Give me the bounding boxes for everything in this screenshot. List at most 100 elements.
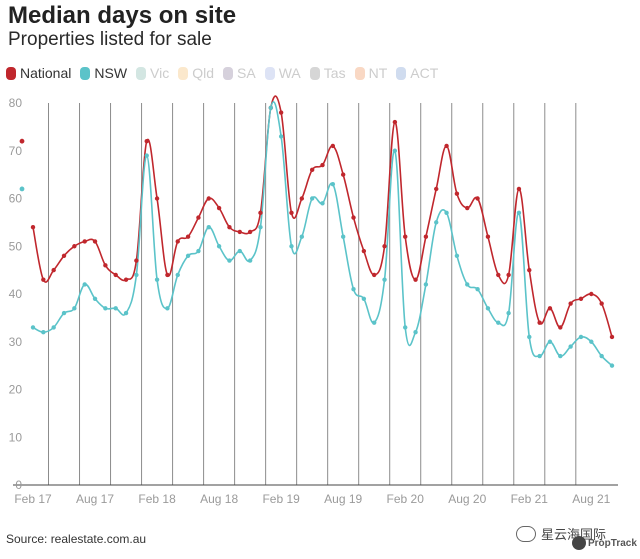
legend-item-nt[interactable]: NT [354,65,387,81]
data-point-nsw[interactable] [165,306,170,311]
data-point-national[interactable] [51,267,56,273]
data-point-national[interactable] [41,277,46,282]
legend-item-national[interactable]: National [6,65,71,81]
data-point-nsw[interactable] [61,310,67,316]
data-point-national[interactable] [227,224,232,230]
data-point-nsw[interactable] [403,325,408,330]
data-point-nsw[interactable] [330,181,336,187]
legend-item-vic[interactable]: Vic [136,65,169,81]
data-point-national[interactable] [278,110,284,115]
data-point-nsw[interactable] [547,339,553,344]
data-point-nsw[interactable] [247,258,253,263]
data-point-national[interactable] [237,229,242,235]
series-line-national[interactable] [32,95,613,338]
data-point-national[interactable] [361,248,367,254]
data-point-nsw[interactable] [227,258,232,263]
legend-item-tas[interactable]: Tas [309,65,346,81]
data-point-national[interactable] [206,196,211,201]
data-point-nsw[interactable] [444,210,449,216]
data-point-national[interactable] [247,229,253,235]
data-point-national[interactable] [320,162,325,168]
data-point-national[interactable] [506,272,511,278]
data-point-national[interactable] [434,186,439,192]
data-point-nsw[interactable] [258,224,263,230]
data-point-national[interactable] [371,272,377,278]
data-point-national[interactable] [382,244,387,249]
data-point-nsw[interactable] [278,134,284,139]
data-point-national[interactable] [558,325,563,330]
data-point-national[interactable] [175,239,180,244]
data-point-nsw[interactable] [423,282,429,287]
data-point-national[interactable] [485,234,491,239]
data-point-nsw[interactable] [82,282,87,287]
data-point-national[interactable] [82,239,87,244]
data-point-national[interactable] [330,143,336,149]
data-point-nsw[interactable] [216,244,222,249]
data-point-national[interactable] [351,215,356,220]
data-point-nsw[interactable] [92,296,98,301]
data-point-nsw[interactable] [454,253,460,258]
data-point-nsw[interactable] [113,306,118,311]
data-point-national[interactable] [527,267,532,273]
legend-item-nsw[interactable]: NSW [80,65,127,81]
data-point-nsw[interactable] [237,248,242,254]
data-point-nsw[interactable] [506,310,511,316]
data-point-nsw[interactable] [144,153,149,158]
data-point-national[interactable] [578,296,584,301]
data-point-national[interactable] [423,234,429,239]
data-point-nsw[interactable] [361,296,367,301]
data-point-nsw[interactable] [496,320,501,325]
data-point-nsw[interactable] [558,353,563,359]
data-point-national[interactable] [216,205,222,211]
data-point-nsw[interactable] [320,201,325,206]
data-point-nsw[interactable] [123,310,129,316]
data-point-national[interactable] [165,272,170,278]
data-point-national[interactable] [30,224,36,230]
data-point-national[interactable] [609,334,615,340]
data-point-national[interactable] [309,167,315,173]
data-point-national[interactable] [599,301,604,306]
data-point-nsw[interactable] [206,224,211,230]
data-point-national[interactable] [475,196,480,201]
data-point-nsw[interactable] [465,282,470,287]
data-point-nsw[interactable] [485,306,491,311]
data-point-national[interactable] [589,291,594,297]
data-point-nsw[interactable] [609,363,615,368]
data-point-national[interactable] [134,258,139,263]
data-point-national[interactable] [103,263,108,268]
data-point-national[interactable] [403,234,408,239]
legend-item-act[interactable]: ACT [396,65,438,81]
data-point-nsw[interactable] [309,196,315,201]
data-point-nsw[interactable] [392,148,398,153]
data-point-national[interactable] [496,272,501,278]
series-line-nsw[interactable] [32,101,613,367]
data-point-nsw[interactable] [599,353,604,359]
data-point-national[interactable] [392,119,398,125]
legend-item-sa[interactable]: SA [223,65,256,81]
data-point-national[interactable] [289,210,294,216]
data-point-nsw[interactable] [30,325,36,330]
data-point-nsw[interactable] [589,339,594,344]
data-point-national[interactable] [516,186,522,192]
data-point-nsw[interactable] [537,353,542,359]
data-point-nsw[interactable] [41,330,46,335]
data-point-national[interactable] [113,272,118,278]
data-point-nsw[interactable] [299,234,305,239]
data-point-nsw[interactable] [185,253,191,258]
data-point-national[interactable] [444,143,449,149]
data-point-nsw[interactable] [578,334,584,340]
data-point-national[interactable] [454,191,460,196]
data-point-national[interactable] [154,196,160,201]
data-point-nsw[interactable] [516,210,522,216]
data-point-national[interactable] [299,196,305,201]
data-point-nsw[interactable] [134,272,139,278]
data-point-national[interactable] [465,205,470,211]
data-point-national[interactable] [123,277,129,282]
data-point-nsw[interactable] [371,320,377,325]
legend-item-wa[interactable]: WA [264,65,301,81]
data-point-nsw[interactable] [568,344,573,349]
data-point-national[interactable] [185,234,191,239]
data-point-national[interactable] [340,172,346,177]
data-point-nsw[interactable] [154,277,160,282]
data-point-national[interactable] [61,253,67,258]
